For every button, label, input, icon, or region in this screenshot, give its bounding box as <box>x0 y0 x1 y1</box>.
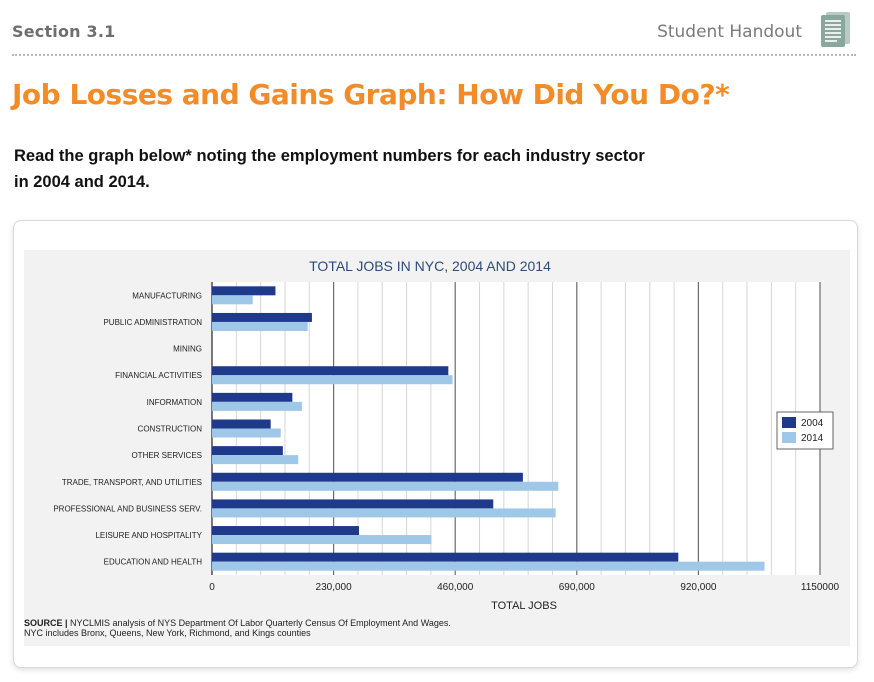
bar-2014-construction <box>212 428 281 438</box>
intro-line-2: in 2004 and 2014. <box>14 173 150 191</box>
bar-2014-education-and-health <box>212 561 765 571</box>
bar-2014-other-services <box>212 455 299 465</box>
x-tick-label: 460,000 <box>437 582 474 593</box>
bar-2004-financial-activities <box>212 366 449 376</box>
bar-2014-public-administration <box>212 321 308 331</box>
bar-2014-manufacturing <box>212 295 253 305</box>
bar-2004-construction <box>212 419 271 429</box>
bar-2014-trade-transport-and-utilities <box>212 481 559 491</box>
category-label: FINANCIAL ACTIVITIES <box>115 371 202 380</box>
bar-2014-information <box>212 401 302 411</box>
x-axis-label: TOTAL JOBS <box>491 600 557 612</box>
bar-2004-manufacturing <box>212 286 276 296</box>
source-line-2: NYC includes Bronx, Queens, New York, Ri… <box>24 628 311 638</box>
category-label: PUBLIC ADMINISTRATION <box>103 318 202 327</box>
intro-text: Read the graph below* noting the employm… <box>14 143 694 195</box>
legend-swatch-2014 <box>782 432 796 443</box>
source-note: SOURCE | NYCLMIS analysis of NYS Departm… <box>24 618 824 638</box>
bar-2004-professional-and-business-serv- <box>212 499 494 509</box>
source-label: SOURCE | <box>24 618 68 628</box>
category-label: INFORMATION <box>147 398 203 407</box>
category-label: MANUFACTURING <box>132 291 202 300</box>
category-label: LEISURE AND HOSPITALITY <box>95 531 202 540</box>
source-line-1: NYCLMIS analysis of NYS Department Of La… <box>70 618 451 628</box>
bar-2014-professional-and-business-serv- <box>212 508 556 518</box>
chart-title: TOTAL JOBS IN NYC, 2004 AND 2014 <box>309 258 551 274</box>
bar-2014-financial-activities <box>212 375 453 385</box>
category-label: OTHER SERVICES <box>131 451 202 460</box>
legend-swatch-2004 <box>782 417 796 428</box>
page-header: Section 3.1 Student Handout <box>12 10 856 56</box>
x-tick-label: 230,000 <box>316 582 353 593</box>
bar-2004-public-administration <box>212 312 312 322</box>
bar-2004-other-services <box>212 446 283 456</box>
bar-2004-information <box>212 392 293 402</box>
bar-2004-leisure-and-hospitality <box>212 526 359 536</box>
category-label: TRADE, TRANSPORT, AND UTILITIES <box>62 478 202 487</box>
bar-2014-leisure-and-hospitality <box>212 535 432 545</box>
category-label: EDUCATION AND HEALTH <box>104 558 203 567</box>
intro-line-1: Read the graph below* noting the employm… <box>14 147 645 165</box>
category-label: PROFESSIONAL AND BUSINESS SERV. <box>53 504 202 513</box>
bar-2004-education-and-health <box>212 552 679 562</box>
x-tick-label: 690,000 <box>559 582 596 593</box>
legend-label-2004: 2004 <box>801 418 824 429</box>
x-tick-label: 0 <box>209 582 215 593</box>
category-label: MINING <box>173 345 202 354</box>
document-icon <box>821 12 850 47</box>
bar-2004-trade-transport-and-utilities <box>212 472 523 482</box>
legend-label-2014: 2014 <box>801 433 824 444</box>
x-tick-label: 920,000 <box>680 582 717 593</box>
category-label: CONSTRUCTION <box>138 425 203 434</box>
x-tick-label: 1150000 <box>801 582 840 593</box>
section-label: Section 3.1 <box>12 22 116 41</box>
page-title: Job Losses and Gains Graph: How Did You … <box>12 78 730 111</box>
handout-label: Student Handout <box>657 22 802 42</box>
